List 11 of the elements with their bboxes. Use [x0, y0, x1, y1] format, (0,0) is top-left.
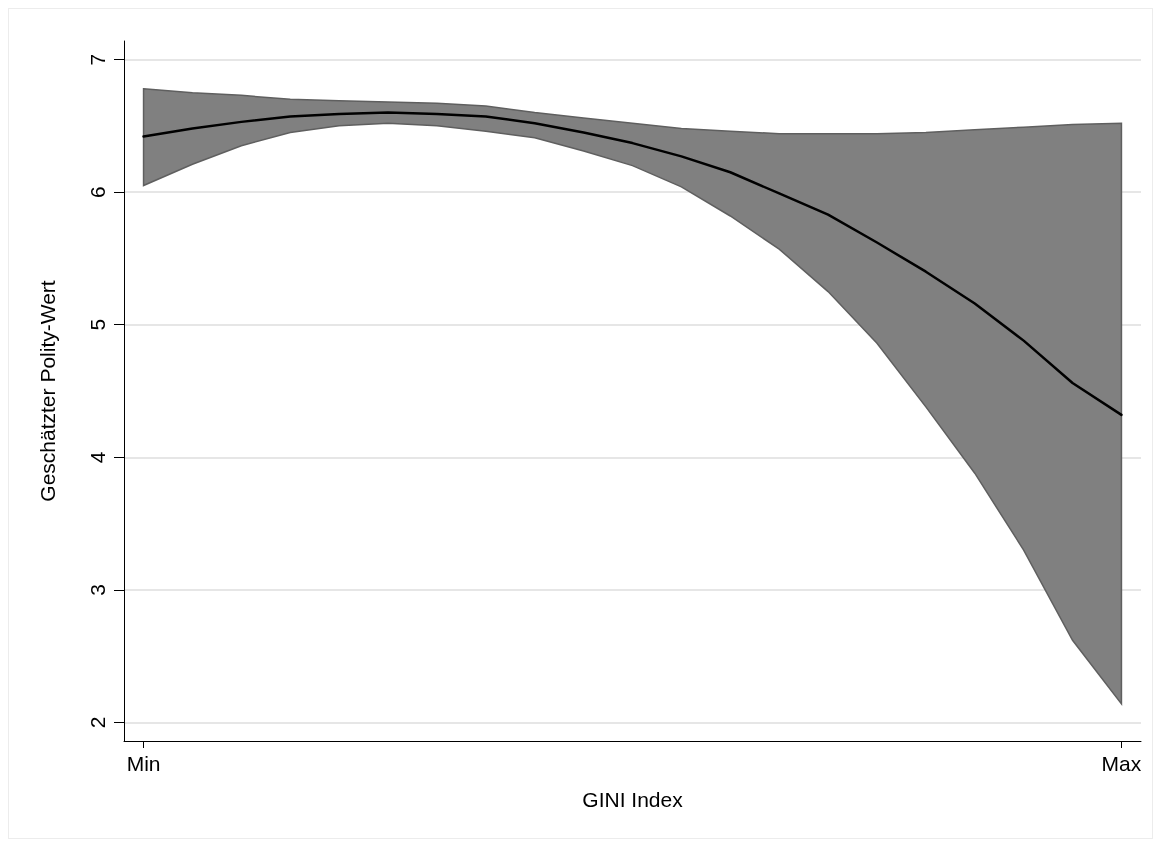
y-tick-label: 5	[86, 318, 109, 331]
line-series	[142, 111, 1123, 417]
x-tick-label: Min	[126, 752, 161, 775]
y-tick-label: 2	[86, 716, 109, 729]
y-tick-label: 6	[86, 186, 109, 198]
x-axis-title: GINI Index	[582, 788, 684, 811]
y-axis-title: Geschätzter Polity-Wert	[36, 280, 59, 502]
y-tick-label: 3	[86, 584, 109, 596]
x-tick-label: Max	[1101, 752, 1142, 775]
y-tick-label: 4	[86, 451, 109, 464]
y-tick-label: 7	[86, 53, 109, 66]
